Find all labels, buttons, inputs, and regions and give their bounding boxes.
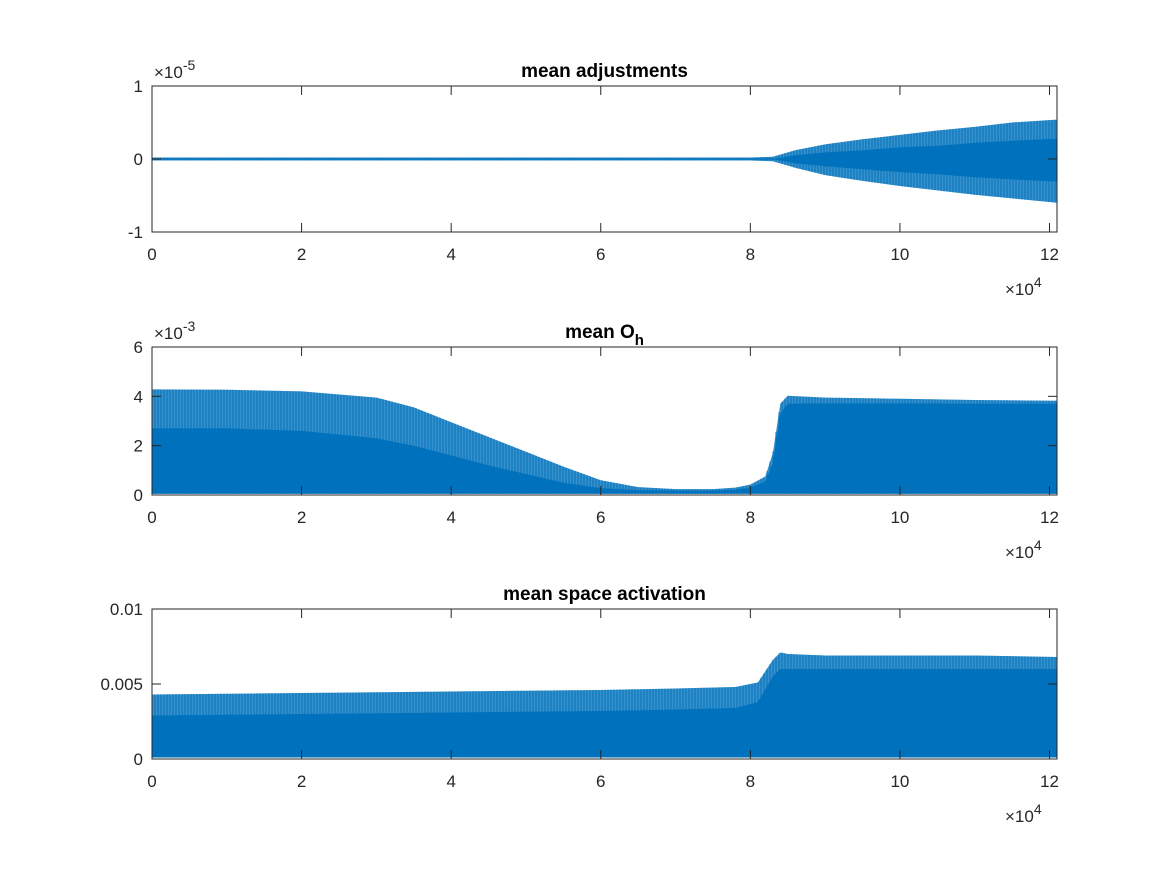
panel-2: 0 2 4 6 8 10 12 0 2 4 6 ×10-3 ×104 mean Oh <box>134 318 1059 562</box>
x-tick-label: 2 <box>297 245 306 264</box>
x-exponent: ×104 <box>1005 801 1042 826</box>
y-tick-label: 2 <box>134 437 143 456</box>
x-exponent: ×104 <box>1005 274 1042 299</box>
x-tick-label: 8 <box>746 772 755 791</box>
y-tick-label: 0.005 <box>100 675 143 694</box>
y-tick-label: 4 <box>134 387 143 406</box>
y-tick-label: -1 <box>128 223 143 242</box>
x-exponent: ×104 <box>1005 537 1042 562</box>
y-tick-label: 0.01 <box>110 600 143 619</box>
y-exponent: ×10-5 <box>154 57 196 82</box>
x-tick-label: 8 <box>746 508 755 527</box>
x-tick-label: 12 <box>1040 772 1059 791</box>
x-tick-label: 6 <box>596 508 605 527</box>
x-tick-label: 4 <box>446 245 455 264</box>
x-tick-label: 0 <box>147 245 156 264</box>
y-exponent: ×10-3 <box>154 318 196 343</box>
panel-title: mean Oh <box>565 322 644 349</box>
x-tick-label: 10 <box>890 508 909 527</box>
y-tick-label: 0 <box>134 150 143 169</box>
x-tick-label: 4 <box>446 772 455 791</box>
x-tick-label: 0 <box>147 772 156 791</box>
panel-title: mean space activation <box>503 584 706 605</box>
x-tick-label: 2 <box>297 772 306 791</box>
x-tick-label: 12 <box>1040 245 1059 264</box>
y-tick-label: 0 <box>134 486 143 505</box>
y-tick-label: 1 <box>134 77 143 96</box>
x-tick-label: 6 <box>596 772 605 791</box>
x-tick-label: 10 <box>890 772 909 791</box>
panel-title: mean adjustments <box>521 61 688 82</box>
panel-3: 0 2 4 6 8 10 12 0 0.005 0.01 ×104 mean space activa… <box>100 584 1059 826</box>
x-tick-label: 6 <box>596 245 605 264</box>
x-tick-label: 4 <box>446 508 455 527</box>
series-envelope-core <box>152 403 1057 494</box>
x-tick-label: 0 <box>147 508 156 527</box>
y-tick-label: 6 <box>134 338 143 357</box>
x-tick-label: 8 <box>746 245 755 264</box>
axes-box <box>151 346 1058 496</box>
x-tick-label: 10 <box>890 245 909 264</box>
series-envelope-core <box>152 138 1057 182</box>
y-tick-label: 0 <box>134 750 143 769</box>
x-tick-label: 12 <box>1040 508 1059 527</box>
x-tick-label: 2 <box>297 508 306 527</box>
